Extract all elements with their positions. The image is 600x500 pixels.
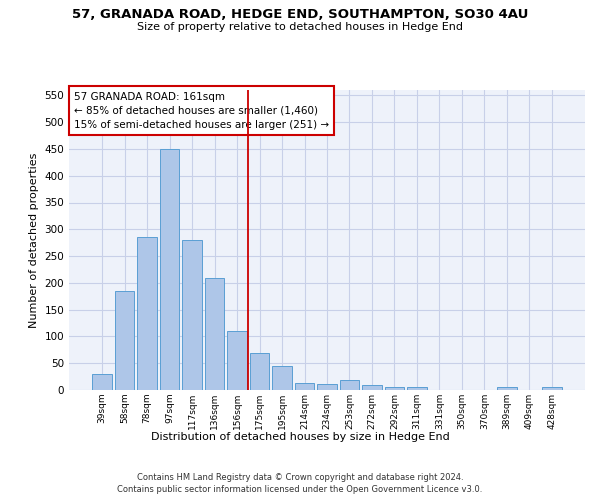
Bar [115,291,134,390]
Bar [160,149,179,390]
Text: 57, GRANADA ROAD, HEDGE END, SOUTHAMPTON, SO30 4AU: 57, GRANADA ROAD, HEDGE END, SOUTHAMPTON… [72,8,528,20]
Bar [362,384,382,390]
Y-axis label: Number of detached properties: Number of detached properties [29,152,39,328]
Bar [407,388,427,390]
Bar [542,388,562,390]
Bar [340,380,359,390]
Bar [205,278,224,390]
Bar [92,374,112,390]
Bar [317,384,337,390]
Text: Distribution of detached houses by size in Hedge End: Distribution of detached houses by size … [151,432,449,442]
Bar [182,240,202,390]
Bar [137,238,157,390]
Bar [385,388,404,390]
Text: Contains HM Land Registry data © Crown copyright and database right 2024.: Contains HM Land Registry data © Crown c… [137,472,463,482]
Bar [272,366,292,390]
Bar [227,331,247,390]
Text: Size of property relative to detached houses in Hedge End: Size of property relative to detached ho… [137,22,463,32]
Text: Contains public sector information licensed under the Open Government Licence v3: Contains public sector information licen… [118,485,482,494]
Bar [295,383,314,390]
Text: 57 GRANADA ROAD: 161sqm
← 85% of detached houses are smaller (1,460)
15% of semi: 57 GRANADA ROAD: 161sqm ← 85% of detache… [74,92,329,130]
Bar [250,352,269,390]
Bar [497,388,517,390]
